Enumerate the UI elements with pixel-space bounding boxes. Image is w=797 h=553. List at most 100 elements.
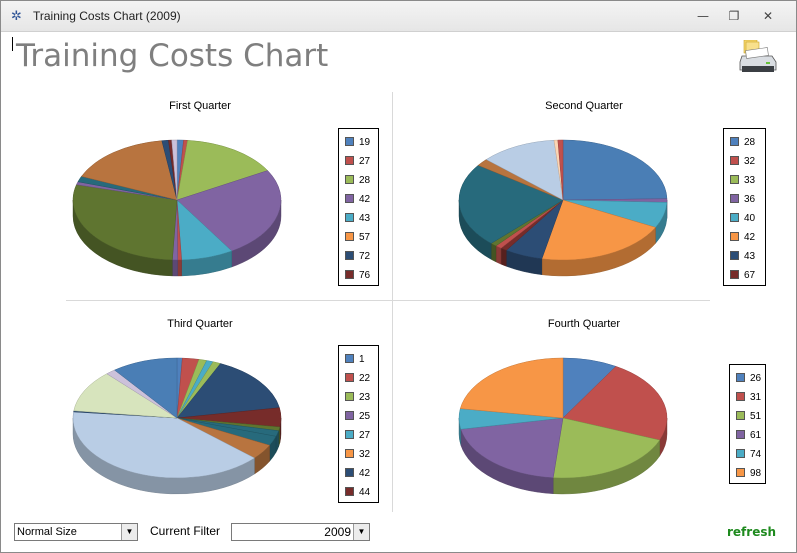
vertical-divider [392,92,393,512]
legend-2-item-7: 44 [345,487,370,499]
legend-0-item-2: 28 [345,175,370,187]
legend-2-label-4: 27 [359,430,371,441]
pie-0-slice-3[interactable] [176,170,282,252]
legend-1-item-2: 33 [730,175,755,187]
pie-0-side-5 [177,259,182,277]
legend-3-swatch-2 [736,411,745,420]
legend-2-swatch-3 [345,411,354,420]
legend-0-swatch-7 [345,270,354,279]
legend-1-swatch-7 [730,270,739,279]
chevron-down-icon[interactable]: ▼ [121,524,137,540]
legend-2-item-5: 32 [345,449,370,461]
chart-title-third-quarter: Third Quarter [167,318,233,330]
legend-0-swatch-5 [345,232,354,241]
legend-2-item-6: 42 [345,468,370,480]
close-button[interactable]: ✕ [762,9,774,23]
legend-2-item-3: 25 [345,411,370,423]
legend-3-swatch-3 [736,430,745,439]
legend-first-quarter: 19 27 28 42 43 57 72 76 [338,128,379,286]
legend-3-swatch-4 [736,449,745,458]
legend-3-swatch-1 [736,392,745,401]
minimize-button[interactable]: — [697,9,709,23]
legend-1-item-3: 36 [730,194,755,206]
filter-select[interactable]: 2009 ▼ [231,523,370,541]
legend-3-item-2: 51 [736,411,761,423]
legend-2-label-1: 22 [359,373,371,384]
legend-2-label-0: 1 [359,354,365,365]
legend-1-item-1: 32 [730,156,755,168]
legend-1-label-3: 36 [744,194,756,205]
legend-1-swatch-4 [730,213,739,222]
refresh-link[interactable]: refresh [727,525,777,539]
legend-1-label-7: 67 [744,270,756,281]
footer-toolbar: Normal Size ▼ Current Filter 2009 ▼ refr… [10,518,788,546]
legend-0-swatch-4 [345,213,354,222]
pie-0-slice-7[interactable] [72,184,178,261]
legend-1-label-6: 43 [744,251,756,262]
legend-0-swatch-2 [345,175,354,184]
pie-3-slice-1[interactable] [562,366,668,441]
legend-2-swatch-5 [345,449,354,458]
pie-3-slice-5[interactable] [459,357,564,419]
legend-3-label-1: 31 [750,392,762,403]
chevron-down-icon[interactable]: ▼ [353,524,369,540]
legend-2-label-5: 32 [359,449,371,460]
legend-0-item-1: 27 [345,156,370,168]
chart-title-first-quarter: First Quarter [169,100,231,112]
legend-3-label-2: 51 [750,411,762,422]
pie-1-side-7 [490,243,497,263]
legend-2-swatch-0 [345,354,354,363]
legend-1-item-6: 43 [730,251,755,263]
pie-1-slice-10[interactable] [485,139,564,201]
horizontal-divider [66,300,710,301]
pie-1-slice-3[interactable] [541,199,656,261]
legend-0-item-7: 76 [345,270,370,282]
legend-3-item-5: 98 [736,468,761,480]
pie-3-slice-3[interactable] [460,417,564,478]
size-select[interactable]: Normal Size ▼ [14,523,138,541]
legend-1-label-2: 33 [744,175,756,186]
legend-0-item-0: 19 [345,137,370,149]
legend-0-label-0: 19 [359,137,371,148]
legend-1-swatch-2 [730,175,739,184]
pie-2-slice-11[interactable] [72,411,256,479]
legend-fourth-quarter: 26 31 51 61 74 98 [729,364,766,484]
text-caret [12,37,13,51]
legend-1-label-0: 28 [744,137,756,148]
pie-2-slice-15[interactable] [114,357,178,419]
pie-1-side-5 [500,247,507,267]
legend-2-swatch-6 [345,468,354,477]
legend-2-swatch-2 [345,392,354,401]
pie-2-slice-13[interactable] [73,373,178,419]
pie-1-slice-8[interactable] [458,165,564,244]
legend-3-swatch-0 [736,373,745,382]
restore-button[interactable]: ❐ [728,9,740,23]
pie-2-slice-5[interactable] [176,363,280,419]
chart-title-fourth-quarter: Fourth Quarter [547,318,621,330]
legend-3-label-5: 98 [750,468,762,479]
pie-0-slice-10[interactable] [80,140,178,201]
pie-0-slice-2[interactable] [176,140,269,201]
pie-0-slice-13[interactable] [171,139,178,201]
legend-1-item-4: 40 [730,213,755,225]
legend-1-item-5: 42 [730,232,755,244]
legend-3-label-0: 26 [750,373,762,384]
legend-3-label-4: 74 [750,449,762,460]
legend-2-label-7: 44 [359,487,371,498]
pie-1-side-6 [495,245,502,265]
legend-0-swatch-1 [345,156,354,165]
printer-icon[interactable] [738,40,778,74]
pie-3-slice-2[interactable] [552,417,661,479]
legend-1-swatch-3 [730,194,739,203]
legend-2-label-3: 25 [359,411,371,422]
legend-third-quarter: 1 22 23 25 27 32 42 44 [338,345,379,503]
legend-0-label-7: 76 [359,270,371,281]
pie-1-slice-12[interactable] [557,139,564,201]
legend-2-swatch-7 [345,487,354,496]
legend-0-label-4: 43 [359,213,371,224]
legend-1-label-1: 32 [744,156,756,167]
legend-0-swatch-0 [345,137,354,146]
pie-1-slice-0[interactable] [562,139,668,201]
legend-2-swatch-4 [345,430,354,439]
legend-0-label-1: 27 [359,156,371,167]
